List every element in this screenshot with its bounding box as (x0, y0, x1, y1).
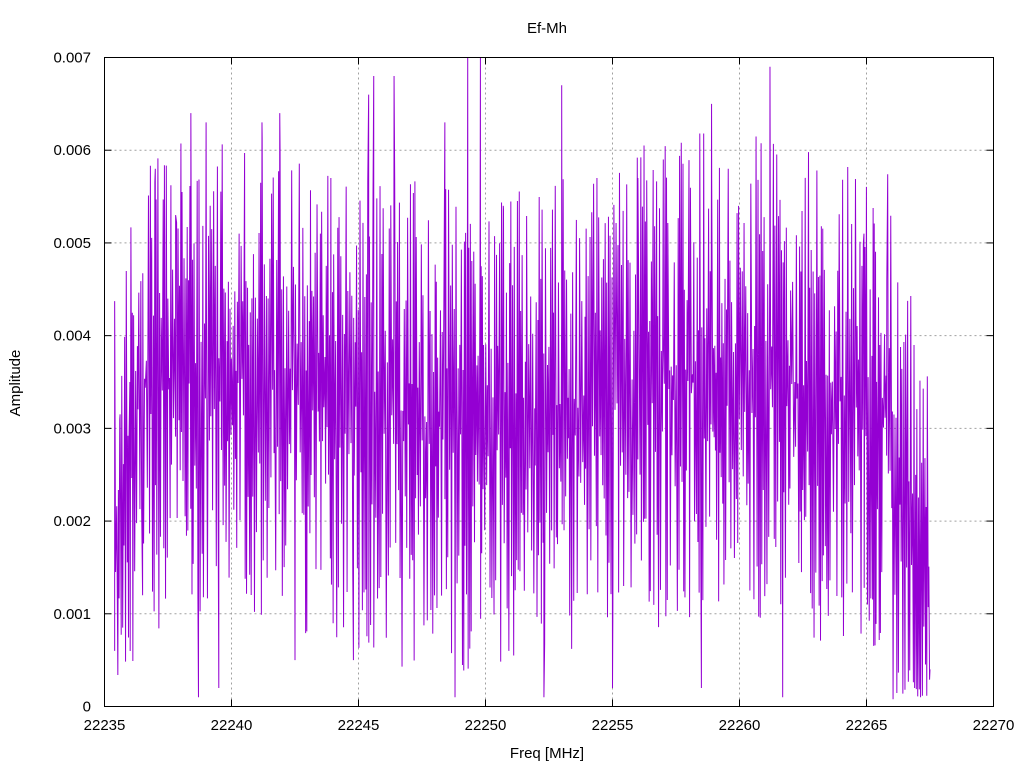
y-tick-label: 0.001 (53, 606, 91, 623)
y-tick-label: 0.005 (53, 235, 91, 252)
y-tick-label: 0.006 (53, 142, 91, 159)
x-tick-label: 22245 (338, 717, 380, 734)
y-axis-label: Amplitude (7, 350, 24, 417)
x-tick-label: 22265 (846, 717, 888, 734)
y-tick-label: 0.007 (53, 50, 91, 67)
x-axis-label: Freq [MHz] (510, 745, 584, 762)
chart-title: Ef-Mh (527, 20, 567, 37)
x-tick-label: 22270 (973, 717, 1015, 734)
plot-frame (104, 57, 994, 707)
y-tick-label: 0.004 (53, 328, 91, 345)
x-tick-label: 22235 (84, 717, 126, 734)
series-line (114, 57, 931, 700)
y-tick-label: 0 (83, 699, 91, 716)
x-tick-label: 22260 (719, 717, 761, 734)
tick-labels: 22235 22240 22245 22250 22255 22260 22265 22270… (53, 50, 1014, 735)
x-tick-label: 22250 (465, 717, 507, 734)
y-tick-label: 0.003 (53, 420, 91, 437)
series-layer (114, 57, 931, 700)
y-tick-label: 0.002 (53, 513, 91, 530)
x-tick-label: 22240 (211, 717, 253, 734)
x-tick-label: 22255 (592, 717, 634, 734)
ticks (104, 57, 994, 707)
